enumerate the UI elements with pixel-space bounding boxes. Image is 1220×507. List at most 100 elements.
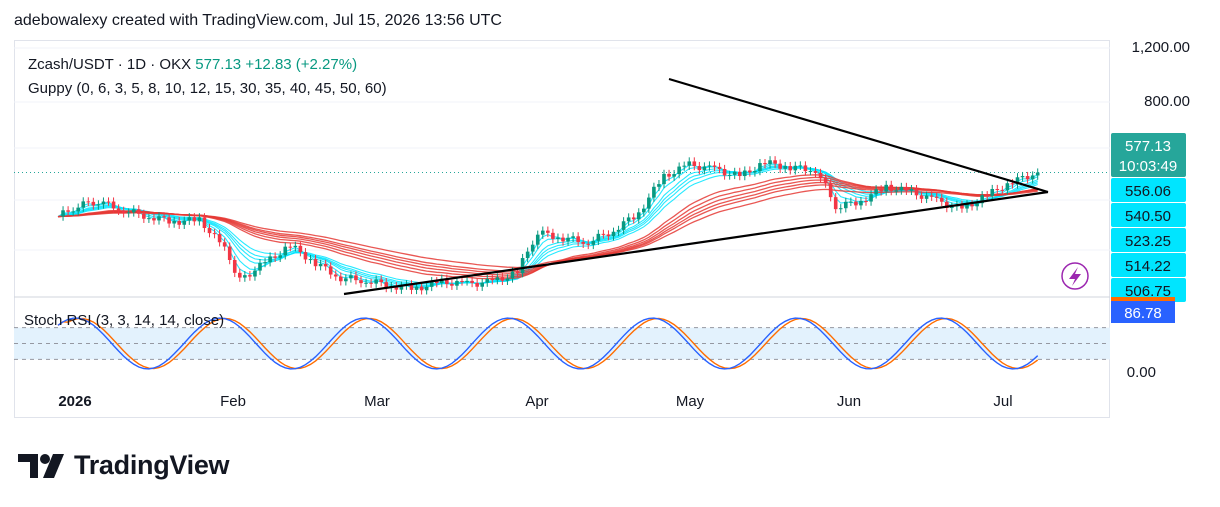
candle-body <box>465 280 469 282</box>
guppy-level-badge-value: 514.22 <box>1125 258 1171 275</box>
candle-body <box>283 246 288 256</box>
candle-body <box>596 233 601 241</box>
guppy-level-badge <box>1111 253 1186 277</box>
candle-body <box>359 280 363 284</box>
candle-body <box>611 231 616 237</box>
candle-body <box>429 281 434 287</box>
candle-body <box>748 170 752 173</box>
candle-body <box>556 237 560 239</box>
tradingview-logo-text: TradingView <box>74 450 230 480</box>
lightning-icon[interactable] <box>1061 262 1089 290</box>
candle-body <box>899 186 904 191</box>
candle-body <box>288 246 293 248</box>
stoch-rsi-k-line <box>57 317 1039 370</box>
candle-body <box>919 195 924 199</box>
candle-body <box>798 165 803 167</box>
candle-body <box>424 286 429 291</box>
symbol-label[interactable]: Zcash/USDT · 1D · OKX <box>28 56 192 73</box>
time-tick-label: Jul <box>993 393 1012 410</box>
price-tick-label: 800.00 <box>1144 93 1190 110</box>
candle-body <box>823 178 828 184</box>
guppy-level-badge-value: 540.50 <box>1125 208 1171 225</box>
candle-body <box>157 216 161 221</box>
candle-body <box>586 243 591 245</box>
candle-body <box>788 166 793 171</box>
candle-body <box>884 184 888 192</box>
tradingview-logo-icon <box>18 453 64 478</box>
candle-body <box>147 218 151 220</box>
candle-body <box>960 204 964 209</box>
candle-body <box>828 183 833 198</box>
guppy-fast-ema-8 <box>57 165 1038 288</box>
candle-body <box>677 166 681 175</box>
candle-body <box>500 277 505 281</box>
chart-legend: Zcash/USDT · 1D · OKX 577.13 +12.83 (+2.… <box>28 53 387 101</box>
stoch-rsi-legend-label[interactable]: Stoch RSI (3, 3, 14, 14, close) <box>24 312 225 329</box>
candle-body <box>1015 177 1020 185</box>
candle-body <box>91 201 96 206</box>
candle-body <box>1005 183 1010 191</box>
candle-body <box>243 275 247 278</box>
time-tick-label: May <box>676 393 705 410</box>
countdown-label: 10:03:49 <box>1119 158 1177 175</box>
candle-body <box>318 263 323 267</box>
candle-body <box>763 163 767 165</box>
candle-body <box>232 259 237 273</box>
candle-body <box>530 244 535 252</box>
candle-body <box>642 208 646 213</box>
candle-body <box>172 220 176 224</box>
candle-body <box>258 263 262 271</box>
rsi-zero-label: 0.00 <box>1127 364 1156 381</box>
candle-body <box>339 276 343 282</box>
candle-body <box>924 195 929 199</box>
candle-body <box>227 246 232 260</box>
candle-body <box>86 201 91 203</box>
candle-body <box>328 266 333 275</box>
candle-body <box>813 171 818 173</box>
time-tick-label: Apr <box>525 393 548 410</box>
candle-body <box>894 190 899 192</box>
candle-body <box>732 171 737 175</box>
candle-body <box>263 262 267 264</box>
candle-body <box>308 259 313 261</box>
candle-body <box>717 166 722 169</box>
price-axis: 1,200.00 800.00 577.13 10:03:49 556.06 540.50… <box>1111 39 1190 381</box>
candle-body <box>879 189 883 192</box>
last-price-badge <box>1111 133 1186 177</box>
candle-body <box>707 165 712 167</box>
candle-body <box>950 206 954 209</box>
candle-body <box>303 252 308 260</box>
candle-body <box>616 229 621 232</box>
candle-body <box>869 194 873 202</box>
candle-body <box>970 204 974 207</box>
candle-body <box>904 186 909 191</box>
candle-body <box>535 234 540 245</box>
guppy-level-badge <box>1111 278 1186 302</box>
candle-body <box>844 201 848 209</box>
candle-body <box>1010 183 1015 185</box>
lower-trendline[interactable] <box>343 190 1049 296</box>
triangle-trendlines <box>343 77 1049 296</box>
candle-body <box>162 216 166 218</box>
candle-body <box>253 270 257 277</box>
candle-body <box>995 188 1000 190</box>
candle-body <box>727 174 732 176</box>
candle-body <box>803 165 808 172</box>
candle-body <box>818 172 823 179</box>
chart-frame[interactable] <box>14 40 1110 418</box>
candle-body <box>934 196 939 198</box>
candle-body <box>349 275 353 279</box>
candle-body <box>864 200 868 202</box>
candle-body <box>561 237 565 242</box>
candle-body <box>546 230 550 233</box>
stoch-rsi-lines <box>57 317 1039 370</box>
candle-body <box>914 189 919 196</box>
candle-body <box>606 234 611 237</box>
guppy-legend-label[interactable]: Guppy (0, 6, 3, 5, 8, 10, 12, 15, 30, 35… <box>28 80 387 97</box>
upper-trendline[interactable] <box>668 77 1049 194</box>
candle-body <box>111 201 116 209</box>
candle-body <box>495 277 500 281</box>
candle-body <box>61 210 65 217</box>
candle-body <box>167 217 171 224</box>
